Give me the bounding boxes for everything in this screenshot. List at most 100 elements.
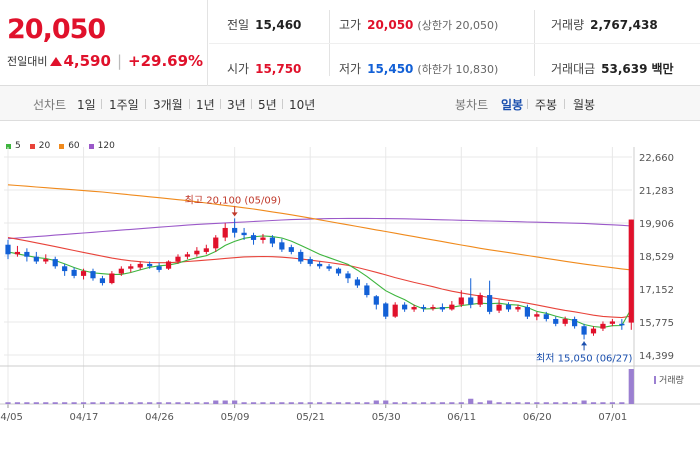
volume-bar (364, 402, 370, 404)
candle-body (562, 319, 568, 324)
volume-bar (326, 402, 332, 404)
candle-body (590, 328, 597, 334)
volume-bar (524, 402, 530, 404)
divider (527, 99, 528, 109)
volume-bar (250, 402, 257, 404)
candle-body (553, 319, 559, 324)
quote-panel: 20,050 전일대비 4,590 | +29.69% 전일 15,460 고가… (0, 0, 700, 86)
tab-weekly[interactable]: 주봉 (535, 98, 558, 112)
stat-prev-close: 전일 15,460 (227, 16, 301, 33)
candle-body (534, 314, 540, 317)
legend-swatch (59, 143, 65, 149)
volume-bar (581, 400, 587, 404)
tab-5y[interactable]: 5년 (258, 98, 277, 112)
candle-body (619, 323, 625, 326)
candle-body (222, 227, 228, 238)
candle-body (184, 254, 191, 257)
tab-1w[interactable]: 1주일 (109, 98, 139, 112)
candle-body (71, 269, 77, 276)
volume-bar (184, 402, 191, 404)
volume-bar (175, 402, 181, 404)
upper-limit: (상한가 20,050) (417, 19, 499, 32)
volume-bar (147, 402, 153, 404)
candle-body (128, 266, 134, 269)
volume-bar (609, 402, 615, 404)
divider (209, 43, 700, 44)
candle-body (345, 273, 351, 279)
volume-bar (80, 402, 87, 404)
legend-ma20: 20 (29, 141, 51, 151)
divider (101, 99, 102, 109)
volume-bar (279, 402, 285, 404)
stat-value: 53,639 (601, 62, 648, 76)
stat-value: 15,750 (255, 62, 302, 76)
divider (251, 99, 252, 109)
divider (189, 99, 190, 109)
legend-ma5: 5 (6, 141, 21, 151)
volume-bar (468, 398, 474, 404)
y-tick-label: 21,283 (639, 186, 674, 197)
y-tick-label: 15,775 (639, 318, 674, 329)
legend-swatch (6, 143, 11, 149)
candle-body (383, 303, 389, 317)
volume-bar (14, 402, 21, 404)
volume-bar (628, 369, 634, 404)
ma-line-ma20 (7, 236, 632, 319)
candle-body (581, 326, 587, 335)
volume-bar (335, 402, 342, 404)
volume-bar (165, 402, 172, 404)
tab-daily[interactable]: 일봉 (501, 98, 524, 112)
candle-body (241, 232, 247, 236)
candle-body (24, 251, 30, 257)
candle-body (165, 261, 172, 269)
candle-body (354, 279, 361, 286)
candle-body (175, 256, 181, 262)
candle-body (194, 250, 200, 255)
x-tick-label: 05/21 (296, 412, 325, 423)
tab-monthly[interactable]: 월봉 (573, 98, 596, 112)
stat-value: 2,767,438 (590, 18, 658, 32)
tab-3y[interactable]: 3년 (227, 98, 246, 112)
volume-bar (298, 402, 304, 404)
candle-body (62, 266, 68, 272)
volume-bar (534, 402, 540, 404)
volume-bar (109, 402, 115, 404)
candle-body (600, 323, 606, 329)
candle-body (90, 271, 96, 279)
volume-bar (354, 402, 361, 404)
stat-value: 20,050 (367, 18, 414, 32)
separator: | (116, 52, 122, 70)
volume-bar (213, 400, 219, 404)
ma-line-ma120 (7, 217, 632, 240)
volume-bar (345, 402, 351, 404)
divider (282, 99, 283, 109)
x-tick-label: 05/30 (372, 412, 401, 423)
candle-body (137, 263, 143, 268)
legend-swatch (88, 143, 94, 149)
candle-body (402, 304, 408, 310)
tab-3m[interactable]: 3개월 (153, 98, 183, 112)
volume-bar (487, 400, 493, 404)
tab-1d[interactable]: 1일 (77, 98, 96, 112)
candle-body (80, 271, 87, 276)
candle-body (477, 295, 483, 305)
legend-label: 20 (38, 141, 51, 151)
volume-bar (543, 402, 549, 404)
volume-bar (307, 402, 313, 404)
tab-1y[interactable]: 1년 (196, 98, 215, 112)
y-tick-label: 17,152 (639, 285, 674, 296)
candle-body (628, 219, 634, 323)
x-tick-label: 06/20 (523, 412, 552, 423)
candle-body (5, 244, 11, 255)
candle-body (269, 237, 276, 244)
candle-body (298, 251, 304, 262)
stat-volume: 거래량 2,767,438 (551, 16, 658, 33)
candlestick-chart[interactable]: 22,660 21,283 19,906 18,529 17,152 15,775 14,3… (0, 121, 700, 450)
volume-bar (99, 402, 106, 404)
candle-body (213, 237, 219, 249)
volume-bar (118, 402, 124, 404)
volume-bar (430, 402, 436, 404)
tab-10y[interactable]: 10년 (289, 98, 316, 112)
legend-label: 60 (68, 141, 80, 151)
volume-bar (269, 402, 276, 404)
